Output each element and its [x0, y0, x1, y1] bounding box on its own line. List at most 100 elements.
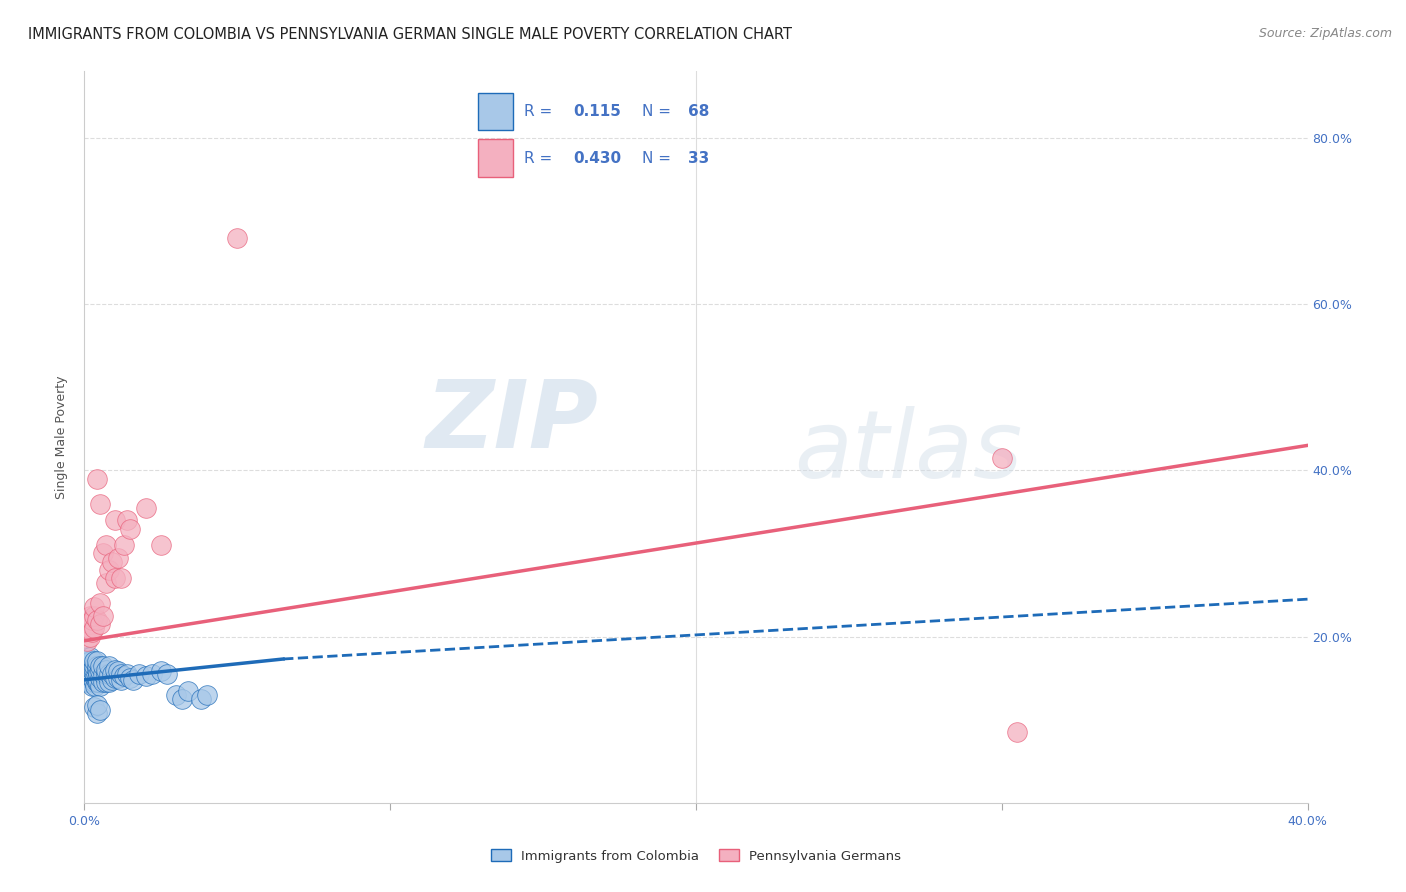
Point — [135, 500, 157, 515]
Point — [83, 675, 105, 690]
Point — [80, 625, 103, 640]
Point — [107, 550, 129, 565]
Point — [94, 538, 117, 552]
Point — [79, 650, 101, 665]
Point — [128, 667, 150, 681]
Point — [79, 675, 101, 690]
Point — [86, 658, 108, 673]
Point — [79, 608, 101, 623]
Point — [101, 673, 124, 687]
Point — [94, 667, 117, 681]
Point — [83, 608, 105, 623]
Point — [991, 450, 1014, 465]
Text: atlas: atlas — [794, 406, 1022, 497]
Point — [86, 671, 108, 685]
Point — [115, 513, 138, 527]
Point — [79, 658, 101, 673]
Point — [110, 571, 132, 585]
Point — [177, 683, 200, 698]
Point — [91, 675, 114, 690]
Point — [80, 663, 103, 677]
Point — [101, 667, 124, 681]
Point — [89, 665, 111, 679]
Point — [104, 513, 127, 527]
Point — [76, 633, 98, 648]
Point — [84, 671, 107, 685]
Point — [87, 675, 110, 690]
Point — [89, 497, 111, 511]
Point — [112, 669, 135, 683]
Point — [104, 571, 127, 585]
Point — [83, 658, 105, 673]
Point — [89, 596, 111, 610]
Point — [76, 663, 98, 677]
Point — [83, 667, 105, 681]
Point — [226, 230, 249, 244]
Point — [135, 669, 157, 683]
Point — [97, 675, 120, 690]
Point — [76, 650, 98, 665]
Point — [97, 667, 120, 681]
Point — [89, 617, 111, 632]
Text: Source: ZipAtlas.com: Source: ZipAtlas.com — [1258, 27, 1392, 40]
Point — [190, 692, 212, 706]
Point — [77, 621, 100, 635]
Point — [83, 663, 105, 677]
Point — [110, 667, 132, 681]
Point — [84, 680, 107, 694]
Legend: Immigrants from Colombia, Pennsylvania Germans: Immigrants from Colombia, Pennsylvania G… — [484, 843, 908, 870]
Point — [107, 671, 129, 685]
Point — [91, 546, 114, 560]
Point — [86, 613, 108, 627]
Point — [195, 688, 218, 702]
Point — [122, 673, 145, 687]
Point — [76, 655, 98, 669]
Point — [75, 667, 97, 681]
Point — [76, 675, 98, 690]
Point — [89, 680, 111, 694]
Point — [91, 658, 114, 673]
Point — [97, 563, 120, 577]
Point — [77, 663, 100, 677]
Point — [149, 538, 172, 552]
Point — [79, 617, 101, 632]
Point — [94, 663, 117, 677]
Point — [80, 613, 103, 627]
Point — [1005, 725, 1028, 739]
Point — [94, 575, 117, 590]
Point — [86, 675, 108, 690]
Point — [89, 658, 111, 673]
Y-axis label: Single Male Poverty: Single Male Poverty — [55, 376, 69, 499]
Point — [83, 621, 105, 635]
Point — [120, 521, 142, 535]
Point — [77, 671, 100, 685]
Point — [89, 671, 111, 685]
Point — [141, 667, 163, 681]
Point — [104, 663, 127, 677]
Text: ZIP: ZIP — [425, 376, 598, 468]
Point — [94, 675, 117, 690]
Point — [149, 665, 172, 679]
Point — [83, 655, 105, 669]
Point — [86, 706, 108, 720]
Point — [89, 703, 111, 717]
Point — [87, 667, 110, 681]
Point — [115, 667, 138, 681]
Point — [79, 655, 101, 669]
Point — [80, 680, 103, 694]
Point — [86, 655, 108, 669]
Point — [79, 667, 101, 681]
Point — [165, 688, 187, 702]
Text: IMMIGRANTS FROM COLOMBIA VS PENNSYLVANIA GERMAN SINGLE MALE POVERTY CORRELATION : IMMIGRANTS FROM COLOMBIA VS PENNSYLVANIA… — [28, 27, 792, 42]
Point — [86, 472, 108, 486]
Point — [97, 658, 120, 673]
Point — [120, 671, 142, 685]
Point — [104, 671, 127, 685]
Point — [156, 667, 179, 681]
Point — [86, 698, 108, 712]
Point — [172, 692, 194, 706]
Point — [83, 600, 105, 615]
Point — [101, 555, 124, 569]
Point — [79, 630, 101, 644]
Point — [83, 700, 105, 714]
